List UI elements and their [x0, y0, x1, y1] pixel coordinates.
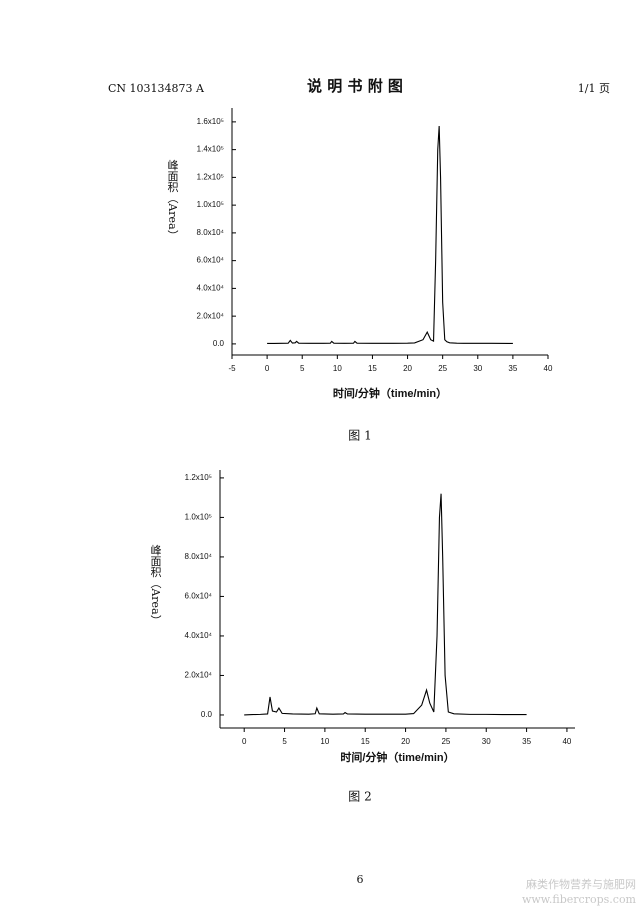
- x-tick-label: 20: [401, 737, 410, 746]
- chromatogram-line: [267, 126, 513, 345]
- watermark: 麻类作物营养与施肥网: [526, 877, 636, 891]
- y-tick-label: 4.0x10⁴: [185, 631, 213, 640]
- y-axis-label: 峰面积（Area）: [166, 159, 179, 241]
- x-tick-label: 0: [265, 364, 270, 373]
- x-tick-label: 30: [482, 737, 491, 746]
- y-tick-label: 0.0: [213, 339, 225, 348]
- x-tick-label: 25: [438, 364, 447, 373]
- x-tick-label: 10: [333, 364, 342, 373]
- x-tick-label: 40: [562, 737, 571, 746]
- header-left: CN 103134873 A: [108, 82, 205, 95]
- x-tick-label: 15: [361, 737, 370, 746]
- page-number: 6: [357, 873, 364, 886]
- y-tick-label: 2.0x10⁴: [197, 311, 225, 320]
- x-tick-label: 10: [320, 737, 329, 746]
- x-tick-label: 15: [368, 364, 377, 373]
- y-tick-label: 1.0x10⁵: [197, 200, 224, 209]
- header-title: 说 明 书 附 图: [307, 77, 403, 95]
- y-axis-label: 峰面积（Area）: [149, 544, 162, 626]
- y-tick-label: 1.2x10⁵: [185, 473, 212, 482]
- y-tick-label: 1.6x10⁵: [197, 117, 224, 126]
- x-tick-label: 40: [544, 364, 553, 373]
- x-tick-label: -5: [228, 364, 236, 373]
- watermark: www.fibercrops.com: [522, 893, 637, 906]
- x-tick-label: 35: [522, 737, 531, 746]
- figure-caption: 图 1: [348, 429, 371, 443]
- x-tick-label: 35: [508, 364, 517, 373]
- header-right: 1/1 页: [578, 82, 610, 95]
- y-tick-label: 1.0x10⁵: [185, 513, 212, 522]
- y-tick-label: 1.4x10⁵: [197, 145, 224, 154]
- y-tick-label: 2.0x10⁴: [185, 671, 213, 680]
- y-tick-label: 0.0: [201, 710, 213, 719]
- x-tick-label: 20: [403, 364, 412, 373]
- y-tick-label: 6.0x10⁴: [197, 256, 225, 265]
- y-tick-label: 8.0x10⁴: [197, 228, 225, 237]
- chromatogram-line: [244, 493, 527, 716]
- x-axis-label: 时间/分钟（time/min）: [340, 750, 454, 764]
- y-tick-label: 4.0x10⁴: [197, 284, 225, 293]
- y-tick-label: 8.0x10⁴: [185, 552, 213, 561]
- x-tick-label: 30: [473, 364, 482, 373]
- y-tick-label: 1.2x10⁵: [197, 172, 224, 181]
- y-tick-label: 6.0x10⁴: [185, 592, 213, 601]
- x-axis-label: 时间/分钟（time/min）: [333, 386, 447, 400]
- x-tick-label: 0: [242, 737, 247, 746]
- x-tick-label: 5: [300, 364, 305, 373]
- figure-caption: 图 2: [348, 790, 371, 804]
- x-tick-label: 5: [282, 737, 287, 746]
- x-tick-label: 25: [441, 737, 450, 746]
